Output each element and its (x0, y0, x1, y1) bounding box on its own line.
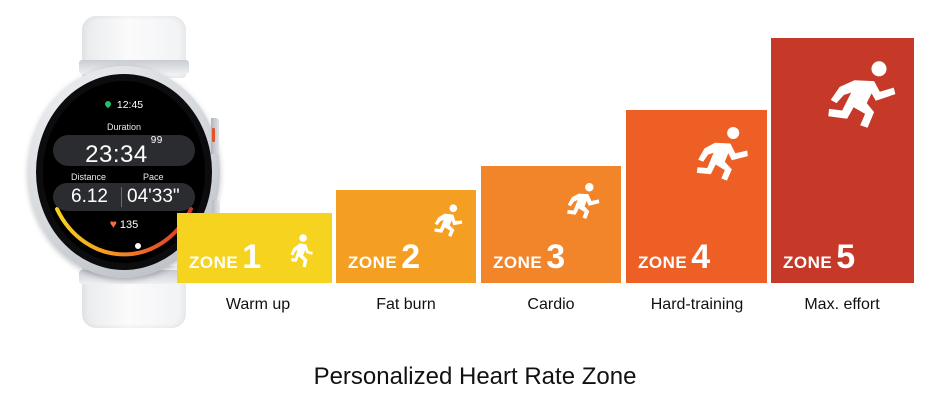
zone-4-block: ZONE 4 (626, 110, 767, 283)
zone-2-block: ZONE 2 (336, 190, 476, 283)
zone-number: 2 (401, 238, 421, 276)
zone-word: ZONE (348, 253, 398, 272)
runner-icon (434, 204, 463, 237)
runner-icon (828, 61, 896, 128)
pace-value: 04'33" (127, 186, 180, 207)
watch-home-button (211, 118, 219, 154)
zone-1-label: ZONE 1 (189, 240, 261, 274)
location-pin-icon (103, 99, 113, 109)
zone-word: ZONE (783, 253, 833, 272)
watch-time: 12:45 (116, 99, 144, 111)
runner-icon (290, 234, 313, 268)
zone-5-caption: Max. effort (804, 296, 880, 313)
zone-4-label: ZONE 4 (638, 240, 710, 274)
zone-5-label: ZONE 5 (783, 240, 855, 274)
runner-icon (696, 126, 748, 181)
watch-screen: 12:45 Duration 23:3499 Distance Pace 6.1… (43, 81, 205, 263)
zone-3-label: ZONE 3 (493, 240, 565, 274)
zone-5-block: ZONE 5 (771, 38, 914, 283)
zone-4-caption: Hard-training (650, 296, 744, 313)
zone-3-caption: Cardio (527, 296, 575, 313)
heart-rate-row: ♥ 135 (43, 217, 205, 231)
pace-label: Pace (143, 172, 164, 182)
heart-icon: ♥ (109, 217, 117, 231)
stats-divider (121, 187, 122, 207)
zone-number: 4 (691, 238, 711, 276)
zone-number: 3 (546, 238, 566, 276)
zone-word: ZONE (189, 253, 239, 272)
distance-label: Distance (71, 172, 107, 182)
zone-2-label: ZONE 2 (348, 240, 420, 274)
zone-number: 1 (242, 238, 262, 276)
page-title: Personalized Heart Rate Zone (313, 363, 637, 390)
zone-3-block: ZONE 3 (481, 166, 621, 283)
distance-value: 6.12 (71, 186, 108, 207)
zone-word: ZONE (493, 253, 543, 272)
watch-time-row: 12:45 (43, 99, 205, 111)
duration-hundredths: 99 (150, 135, 163, 146)
duration-label: Duration (106, 122, 142, 132)
zone-word: ZONE (638, 253, 688, 272)
zone-number: 5 (836, 238, 856, 276)
duration-value: 23:34 (85, 141, 148, 168)
zone-1-caption: Warm up (225, 296, 291, 313)
zone-2-caption: Fat burn (376, 296, 436, 313)
duration-display: 23:3499 (53, 135, 195, 168)
stats-display: 6.12 04'33" (53, 183, 195, 211)
runner-icon (567, 183, 600, 219)
heart-rate-value: 135 (119, 219, 139, 231)
zone-1-block: ZONE 1 (177, 213, 332, 283)
